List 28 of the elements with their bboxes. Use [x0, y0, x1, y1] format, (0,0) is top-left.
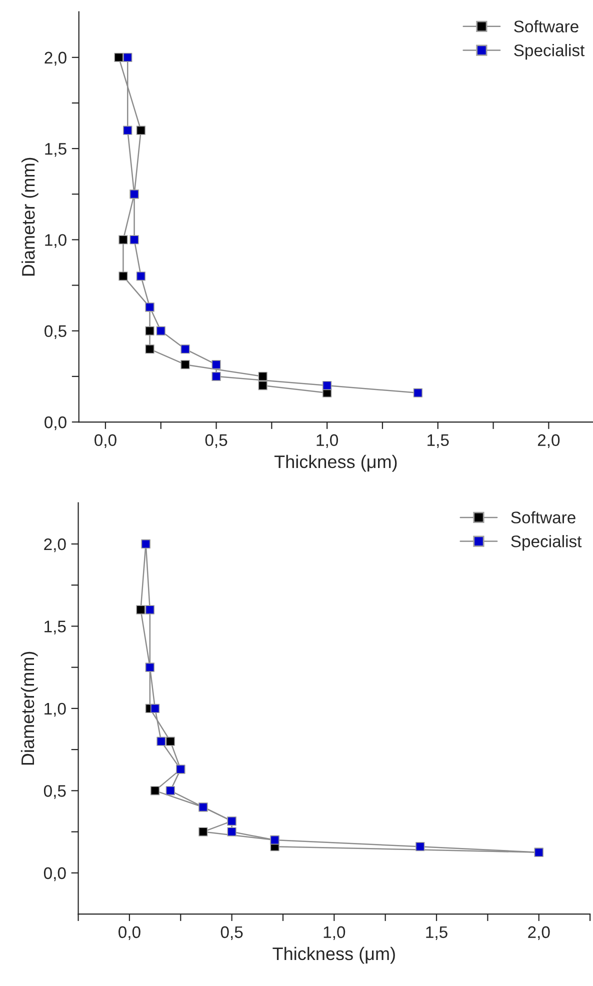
x-tick-label: 2,0	[538, 434, 560, 448]
legend-label: Software	[514, 20, 578, 32]
x-tick-label: 0,0	[118, 926, 140, 940]
y-tick-label: 0,5	[44, 325, 66, 340]
x-tick-label: 1,5	[428, 434, 449, 448]
x-axis-title: Thickness (μm)	[272, 946, 395, 964]
y-tick-label: 1,0	[44, 702, 66, 717]
y-tick-label: 0,0	[44, 416, 66, 430]
y-tick-label: 1,5	[44, 620, 66, 634]
x-tick-label: 2,0	[528, 926, 550, 940]
y-tick-label: 0,5	[44, 785, 66, 799]
legend-label: Software	[511, 511, 576, 524]
y-tick-label: 1,0	[45, 234, 66, 248]
legend-label: Specialist	[511, 535, 582, 551]
x-tick-label: 0,5	[220, 926, 243, 940]
x-tick-label: 0,5	[205, 434, 228, 448]
x-tick-label: 1,0	[324, 926, 346, 940]
y-axis-title: Diameter (mm)	[22, 158, 38, 276]
x-axis-title: Thickness (μm)	[274, 454, 397, 472]
y-axis-title: Diameter(mm)	[20, 652, 38, 765]
y-tick-label: 2,0	[44, 538, 66, 552]
y-tick-label: 2,0	[44, 52, 66, 66]
y-tick-label: 0,0	[44, 867, 66, 882]
x-tick-label: 1,5	[426, 926, 448, 940]
x-tick-label: 0,0	[94, 434, 116, 448]
y-tick-label: 1,5	[45, 143, 66, 157]
legend-label: Specialist	[514, 44, 585, 60]
x-tick-label: 1,0	[316, 434, 338, 448]
